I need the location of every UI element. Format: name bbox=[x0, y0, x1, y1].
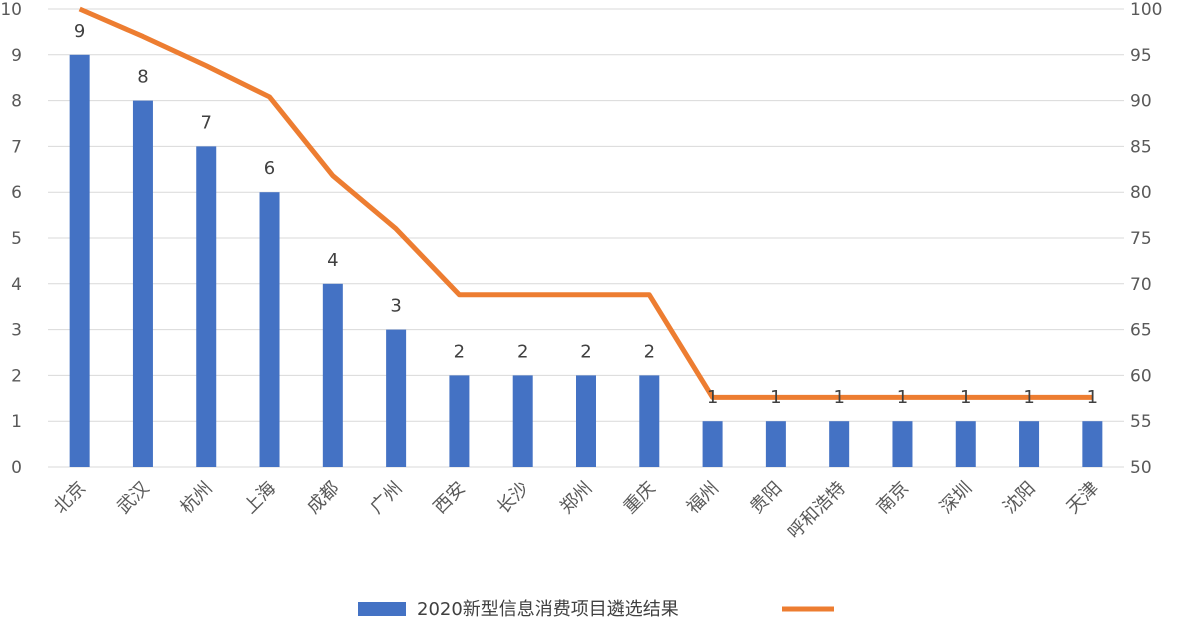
right-tick-label: 70 bbox=[1130, 275, 1152, 295]
bar bbox=[576, 375, 596, 467]
right-tick-label: 85 bbox=[1130, 137, 1152, 157]
right-tick-label: 50 bbox=[1130, 458, 1152, 478]
bar-data-label: 1 bbox=[707, 387, 718, 408]
right-tick-label: 60 bbox=[1130, 366, 1152, 386]
bar bbox=[259, 192, 280, 467]
category-label: 天津 bbox=[1063, 478, 1103, 518]
bar bbox=[639, 375, 660, 467]
bar bbox=[386, 329, 407, 467]
category-label: 上海 bbox=[240, 478, 280, 518]
bar-data-label: 1 bbox=[1023, 387, 1034, 408]
category-label: 呼和浩特 bbox=[784, 478, 850, 544]
bar-data-label: 8 bbox=[137, 67, 148, 88]
left-y-axis: 0 1 2 3 4 5 6 7 8 9 10 bbox=[0, 0, 22, 478]
right-y-axis: 50 55 60 65 70 75 80 85 90 95 100 bbox=[1130, 0, 1162, 478]
bar bbox=[69, 54, 90, 468]
left-tick-label: 8 bbox=[11, 92, 22, 112]
bar-data-label: 2 bbox=[580, 341, 591, 362]
category-label: 长沙 bbox=[493, 478, 533, 518]
bar-data-label: 1 bbox=[960, 387, 971, 408]
bar-data-label: 3 bbox=[390, 296, 401, 317]
left-tick-label: 0 bbox=[11, 458, 22, 478]
bar-data-label: 9 bbox=[74, 21, 85, 42]
category-label: 武汉 bbox=[113, 478, 153, 518]
bar-data-label: 1 bbox=[833, 387, 844, 408]
bar bbox=[955, 421, 976, 467]
left-tick-label: 2 bbox=[11, 366, 22, 386]
category-label: 深圳 bbox=[936, 478, 976, 518]
bar bbox=[322, 283, 343, 467]
bar-data-label: 7 bbox=[201, 112, 212, 133]
gridlines bbox=[48, 8, 1124, 468]
line-series bbox=[78, 6, 1093, 400]
right-tick-label: 65 bbox=[1130, 321, 1152, 341]
category-label: 杭州 bbox=[176, 478, 216, 518]
category-label: 南京 bbox=[873, 478, 913, 518]
bar bbox=[1019, 421, 1040, 467]
left-tick-label: 10 bbox=[0, 0, 22, 20]
bar bbox=[829, 421, 850, 467]
line-series-path bbox=[78, 6, 1093, 400]
left-tick-label: 7 bbox=[11, 137, 22, 157]
right-tick-label: 100 bbox=[1130, 0, 1162, 20]
bar-data-label: 4 bbox=[327, 250, 338, 271]
left-tick-label: 4 bbox=[11, 275, 22, 295]
left-tick-label: 5 bbox=[11, 229, 22, 249]
right-tick-label: 90 bbox=[1130, 92, 1152, 112]
category-label: 重庆 bbox=[620, 478, 660, 518]
bar-data-label: 2 bbox=[644, 341, 655, 362]
left-tick-label: 3 bbox=[11, 321, 22, 341]
bar bbox=[1082, 421, 1103, 467]
right-tick-label: 95 bbox=[1130, 46, 1152, 66]
bar bbox=[765, 421, 786, 467]
bar bbox=[196, 146, 217, 467]
left-tick-label: 9 bbox=[11, 46, 22, 66]
category-label: 郑州 bbox=[556, 478, 596, 518]
bar-data-label: 2 bbox=[454, 341, 465, 362]
left-tick-label: 1 bbox=[11, 412, 22, 432]
right-tick-label: 55 bbox=[1130, 412, 1152, 432]
right-tick-label: 75 bbox=[1130, 229, 1152, 249]
bar-data-label: 1 bbox=[770, 387, 781, 408]
category-label: 福州 bbox=[683, 478, 723, 518]
category-label: 广州 bbox=[366, 478, 406, 518]
bar-data-label: 1 bbox=[897, 387, 908, 408]
bar-series bbox=[69, 54, 1103, 468]
legend-label: 2020新型信息消费项目遴选结果 bbox=[417, 599, 679, 620]
category-label: 成都 bbox=[303, 478, 343, 518]
bar-data-label: 2 bbox=[517, 341, 528, 362]
category-label: 北京 bbox=[50, 478, 90, 518]
category-label: 沈阳 bbox=[999, 478, 1039, 518]
right-tick-label: 80 bbox=[1130, 183, 1152, 203]
data-labels: 9 8 7 6 4 3 2 2 2 2 1 1 1 1 1 1 1 bbox=[74, 21, 1098, 408]
category-label: 贵阳 bbox=[746, 478, 786, 518]
bar bbox=[702, 421, 723, 467]
legend: 2020新型信息消费项目遴选结果 bbox=[358, 599, 834, 620]
legend-bar-swatch bbox=[358, 602, 406, 616]
left-tick-label: 6 bbox=[11, 183, 22, 203]
bar bbox=[132, 100, 153, 467]
bar bbox=[512, 375, 533, 467]
bar bbox=[449, 375, 470, 467]
bar-data-label: 6 bbox=[264, 158, 275, 179]
bar-data-label: 1 bbox=[1087, 387, 1098, 408]
bar bbox=[892, 421, 913, 467]
category-label: 西安 bbox=[430, 478, 470, 518]
